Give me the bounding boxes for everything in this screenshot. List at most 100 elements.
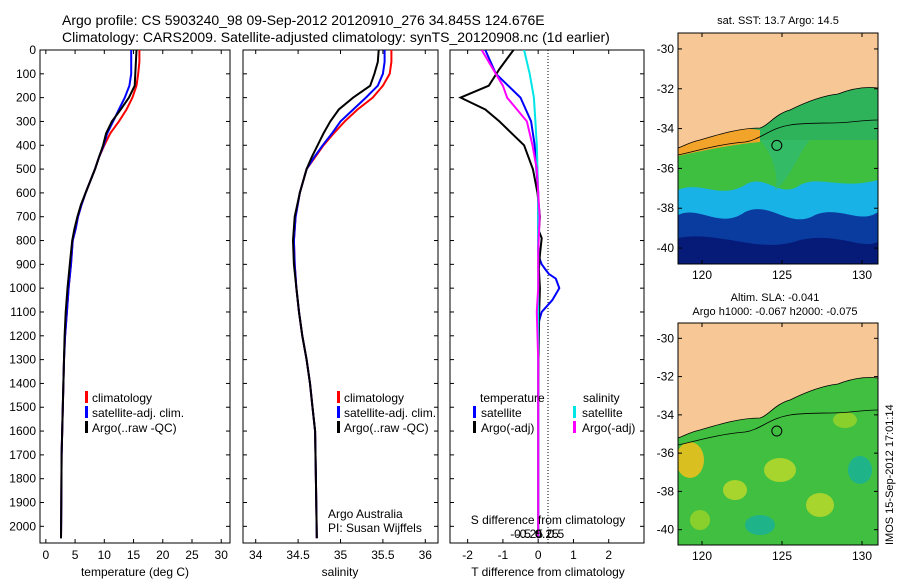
sla-map-axes: 120 125 130 -30 -32 -34 -36 -38 -40 — [657, 323, 878, 563]
salinity-tick-label: 35.5 — [371, 548, 395, 562]
t-diff-tick-label: -1 — [498, 548, 509, 562]
land — [678, 33, 878, 148]
sla-map: Altim. SLA: -0.041 Argo h1000: -0.067 h2… — [657, 292, 879, 563]
coastline — [678, 87, 878, 149]
salinity-series — [291, 50, 393, 539]
legend-swatch-climatology — [337, 391, 340, 403]
legend-label-climatology: climatology — [92, 391, 152, 405]
temperature-series — [60, 50, 141, 539]
depth-tick-label: 600 — [16, 186, 36, 200]
salinity-plot-frame — [242, 49, 439, 544]
legend-swatch-argo — [85, 421, 88, 433]
temperature-plot-frame — [39, 49, 231, 544]
coastline — [678, 377, 878, 439]
difference-panel: -2 -1 0 1 2 S difference from climatology -0… — [449, 49, 645, 579]
s-diff-tick-label: 0.25 — [535, 527, 559, 541]
difference-series — [458, 50, 561, 539]
t-diff-tick-label: 1 — [570, 548, 577, 562]
sla-blob — [764, 458, 796, 482]
temperature-tick-label: 20 — [156, 548, 170, 562]
sla-blob — [833, 412, 857, 428]
imos-stamp: IMOS 15-Sep-2012 17:01:14 — [884, 404, 896, 545]
legend-label-satellite: satellite-adj. clim. — [344, 406, 436, 420]
temperature-tick-label: 5 — [72, 548, 79, 562]
argo-position-marker — [771, 139, 783, 151]
sla-blob — [848, 456, 872, 484]
lat-tick-label: -38 — [657, 484, 675, 498]
salinity-tick-label: 34.5 — [286, 548, 310, 562]
legend-label-argo: Argo(..raw -QC) — [344, 421, 429, 435]
depth-tick-label: 1300 — [9, 353, 36, 367]
legend-label-t-satellite: satellite — [481, 406, 522, 420]
legend-swatch-t-satellite — [473, 406, 476, 418]
isobath — [678, 409, 878, 446]
lat-tick-label: -36 — [657, 446, 675, 460]
sla-map-title-1: Altim. SLA: -0.041 — [731, 292, 820, 304]
sla-map-title-2: Argo h1000: -0.067 h2000: -0.075 — [692, 306, 857, 318]
difference-line-t-argo-adj- — [458, 50, 543, 539]
depth-tick-label: 1500 — [9, 400, 36, 414]
lon-tick-label: 125 — [772, 268, 792, 282]
sla-blob — [723, 480, 747, 500]
temperature-tick-label: 25 — [185, 548, 199, 562]
legend-label-argo: Argo(..raw -QC) — [92, 421, 177, 435]
legend-swatch-s-argo — [573, 421, 576, 433]
depth-tick-label: 1100 — [10, 305, 36, 319]
isobath — [678, 119, 878, 156]
lat-tick-label: -32 — [657, 370, 675, 384]
depth-tick-label: 1900 — [9, 496, 36, 510]
lon-tick-label: 120 — [692, 268, 712, 282]
depth-tick-label: 200 — [16, 91, 36, 105]
sst-map-axes: 120 125 130 -30 -32 -34 -36 -38 -40 — [657, 33, 878, 282]
temperature-axis: 0 5 10 15 20 25 30 — [43, 50, 229, 562]
temperature-panel: 0100200300400500600700800900100011001200… — [9, 43, 231, 579]
s-diff-tick-label: -0.5 — [510, 527, 531, 541]
salinity-xlabel: salinity — [322, 565, 359, 579]
legend-swatch-argo — [337, 421, 340, 433]
sla-blob — [745, 515, 775, 535]
temperature-line-argo-raw-qc- — [60, 50, 138, 539]
depth-tick-label: 1000 — [9, 281, 36, 295]
depth-tick-label: 1800 — [9, 472, 36, 486]
header-line-1: Argo profile: CS 5903240_98 09-Sep-2012 … — [62, 12, 545, 28]
legend-label-satellite: satellite-adj. clim. — [92, 406, 184, 420]
sla-blob — [678, 442, 704, 478]
depth-tick-label: 100 — [16, 67, 36, 81]
temperature-tick-label: 30 — [215, 548, 229, 562]
depth-tick-label: 400 — [16, 138, 36, 152]
salinity-tick-label: 34 — [249, 548, 263, 562]
t-diff-tick-label: 2 — [605, 548, 612, 562]
temperature-tick-label: 15 — [127, 548, 141, 562]
legend-swatch-satellite — [337, 406, 340, 418]
depth-tick-label: 900 — [16, 257, 36, 271]
difference-legend: temperature salinity satellite Argo(-adj… — [473, 391, 635, 435]
salinity-axis: 34 34.5 35 35.5 36 — [243, 49, 438, 562]
salinity-line-climatology — [292, 50, 393, 539]
legend-label-s-satellite: satellite — [582, 406, 623, 420]
sla-blob — [806, 493, 834, 517]
depth-tick-label: 500 — [16, 162, 36, 176]
salinity-tick-label: 36 — [419, 548, 433, 562]
legend-label-t-argo: Argo(-adj) — [481, 421, 534, 435]
depth-tick-label: 1200 — [9, 329, 36, 343]
depth-tick-label: 1600 — [9, 424, 36, 438]
lat-tick-label: -34 — [657, 408, 675, 422]
sst-deepest — [678, 236, 878, 264]
sst-map-title: sat. SST: 13.7 Argo: 14.5 — [717, 15, 839, 27]
lat-tick-label: -36 — [657, 161, 675, 175]
s-diff-tick-label: 0.5 — [547, 527, 564, 541]
difference-plot-frame — [449, 49, 645, 544]
lat-tick-label: -32 — [657, 82, 675, 96]
land — [678, 323, 878, 438]
depth-tick-label: 1700 — [9, 448, 36, 462]
sst-map-frame — [677, 32, 879, 265]
lon-tick-label: 130 — [852, 549, 872, 563]
legend-swatch-satellite — [85, 406, 88, 418]
depth-tick-label: 2000 — [9, 519, 36, 533]
argo-australia-label: Argo Australia — [328, 507, 403, 521]
pi-label: PI: Susan Wijffels — [328, 521, 422, 535]
salinity-legend: climatology satellite-adj. clim. Argo(..… — [337, 391, 436, 435]
sst-map: sat. SST: 13.7 Argo: 14.5 120 125 130 -30 -3… — [657, 15, 879, 282]
